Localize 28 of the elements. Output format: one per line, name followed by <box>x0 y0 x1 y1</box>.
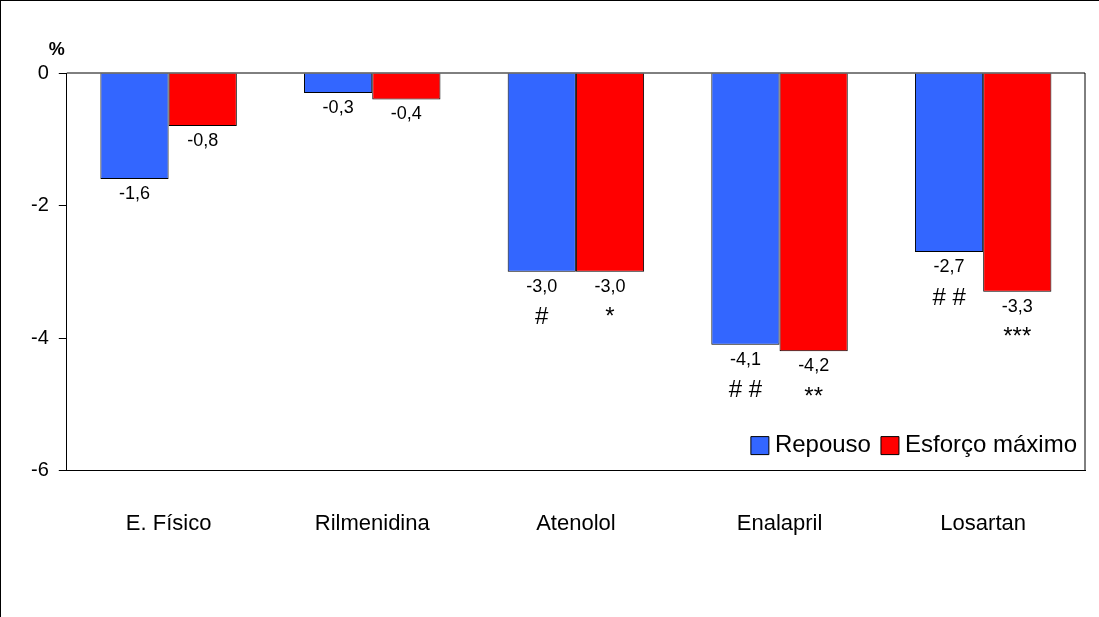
legend-label: Esforço máximo <box>904 430 1077 458</box>
y-tick-label: 0 <box>37 60 49 83</box>
y-tick-label: -6 <box>30 458 49 481</box>
x-tick-label: Losartan <box>940 509 1026 535</box>
data-label: -2,7 <box>933 255 965 276</box>
data-label: -0,3 <box>322 96 354 117</box>
annotation: # # <box>932 282 967 310</box>
y-tick-label: -4 <box>30 325 49 348</box>
data-label: -1,6 <box>118 183 151 203</box>
data-label: -0,8 <box>187 129 219 150</box>
data-label: -3,0 <box>594 275 626 296</box>
x-tick-label: Atenolol <box>536 509 616 535</box>
annotation: # <box>535 302 550 330</box>
data-label: -4,2 <box>798 355 830 376</box>
legend-label: Repouso <box>774 430 871 458</box>
x-tick-label: Enalapril <box>736 509 823 535</box>
y-tick-label: -2 <box>30 193 49 216</box>
data-label: -3,3 <box>1001 295 1033 316</box>
data-label: -3,0 <box>526 275 558 296</box>
data-label: -0,4 <box>390 103 422 124</box>
x-tick-label: E. Físico <box>125 509 212 535</box>
x-tick-label: Rilmenidina <box>314 509 431 535</box>
annotation: ** <box>804 381 823 409</box>
y-axis-title: % <box>48 38 65 59</box>
annotation: *** <box>1003 322 1032 350</box>
annotation: # # <box>728 375 763 403</box>
annotation: * <box>605 302 615 330</box>
data-label: -4,1 <box>729 348 761 369</box>
